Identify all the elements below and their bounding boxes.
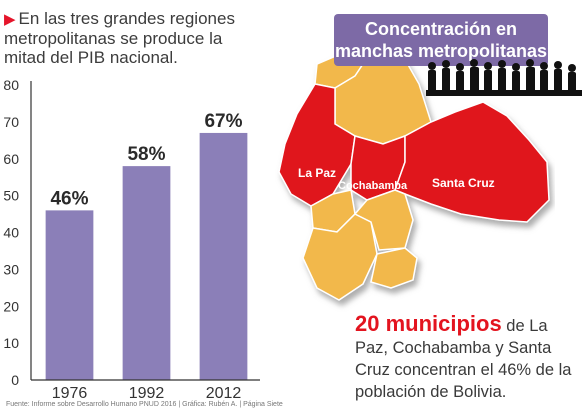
source-credit: Fuente: Informe sobre Desarrollo Humano … xyxy=(6,401,283,408)
y-tick-label: 80 xyxy=(3,77,19,93)
data-label: 58% xyxy=(127,144,165,165)
y-tick-label: 0 xyxy=(11,372,19,388)
bullet-icon: ▶ xyxy=(4,11,16,28)
y-tick-label: 10 xyxy=(3,335,19,351)
data-label: 46% xyxy=(50,188,88,209)
x-tick-label: 2012 xyxy=(206,385,242,402)
y-tick-label: 60 xyxy=(3,151,19,167)
bar xyxy=(122,166,171,380)
data-label: 67% xyxy=(204,111,242,132)
bar xyxy=(45,210,94,380)
label-la-paz: La Paz xyxy=(298,166,337,180)
y-tick-label: 50 xyxy=(3,188,19,204)
y-tick-label: 70 xyxy=(3,114,19,130)
region-chuquisaca xyxy=(353,189,414,251)
label-santa-cruz: Santa Cruz xyxy=(432,176,495,190)
region-tarija xyxy=(370,247,418,289)
caption-text: de La Paz, Cochabamba y Santa Cruz conce… xyxy=(355,317,572,401)
y-tick-label: 20 xyxy=(3,298,19,314)
intro-text: ▶ En las tres grandes regiones metropolit… xyxy=(4,9,244,67)
x-tick-label: 1992 xyxy=(129,385,165,402)
caption: 20 municipios de La Paz, Cochabamba y Sa… xyxy=(355,313,579,403)
caption-highlight: 20 municipios xyxy=(355,311,502,336)
bar-chart: 0 10 20 30 40 50 60 70 80 46% 1976 58% 1992 67% 2012 xyxy=(3,77,260,402)
crowd-silhouette-icon xyxy=(426,59,582,96)
y-tick-label: 30 xyxy=(3,261,19,277)
region-potosi xyxy=(302,213,378,301)
y-tick-label: 40 xyxy=(3,225,19,241)
label-cochabamba: Cochabamba xyxy=(338,180,408,192)
x-tick-label: 1976 xyxy=(52,385,88,402)
bolivia-map xyxy=(278,51,550,301)
intro-sentence: En las tres grandes regiones metropolita… xyxy=(4,9,235,67)
bar xyxy=(199,132,248,380)
map-title: Concentración en manchas metropolitanas xyxy=(334,14,548,66)
